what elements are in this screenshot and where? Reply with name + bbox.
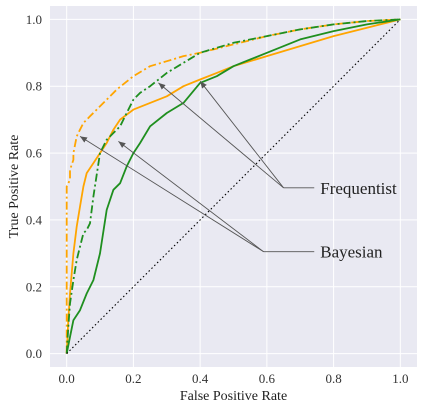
y-tick-label: 0.8 — [26, 79, 42, 94]
x-tick-label: 0.6 — [259, 371, 276, 386]
series-line-2 — [65, 18, 401, 354]
x-tick-label: 0.4 — [192, 371, 209, 386]
x-tick-label: 0.2 — [125, 371, 141, 386]
annotation-arrow — [79, 135, 264, 253]
annotation-arrow — [158, 82, 284, 189]
annotation-arrow — [118, 141, 264, 253]
y-tick-label: 1.0 — [26, 12, 42, 27]
x-tick-label: 0.0 — [59, 371, 75, 386]
series-group — [65, 18, 401, 354]
x-tick-label: 0.8 — [325, 371, 341, 386]
annotation-arrow — [199, 80, 284, 189]
y-tick-label: 0.6 — [26, 146, 43, 161]
series-line-0 — [65, 18, 401, 354]
tick-labels: 0.0 0.2 0.4 0.6 0.8 1.0 0.0 0.2 0.4 0.6 0.8 1.0 — [26, 12, 409, 386]
series-line-1 — [65, 18, 401, 354]
y-tick-label: 0.4 — [26, 212, 43, 227]
series-line-4 — [66, 19, 401, 354]
grid — [50, 6, 417, 367]
x-tick-label: 1.0 — [392, 371, 408, 386]
y-tick-label: 0.0 — [26, 346, 42, 361]
annotation-label: Bayesian — [320, 243, 383, 262]
y-axis-title: True Positive Rate — [7, 135, 22, 239]
annotations: Frequentist Bayesian — [79, 80, 397, 262]
annotation-label: Frequentist — [320, 179, 397, 198]
y-tick-label: 0.2 — [26, 279, 42, 294]
x-axis-title: False Positive Rate — [180, 389, 287, 404]
series-line-3 — [65, 18, 401, 354]
